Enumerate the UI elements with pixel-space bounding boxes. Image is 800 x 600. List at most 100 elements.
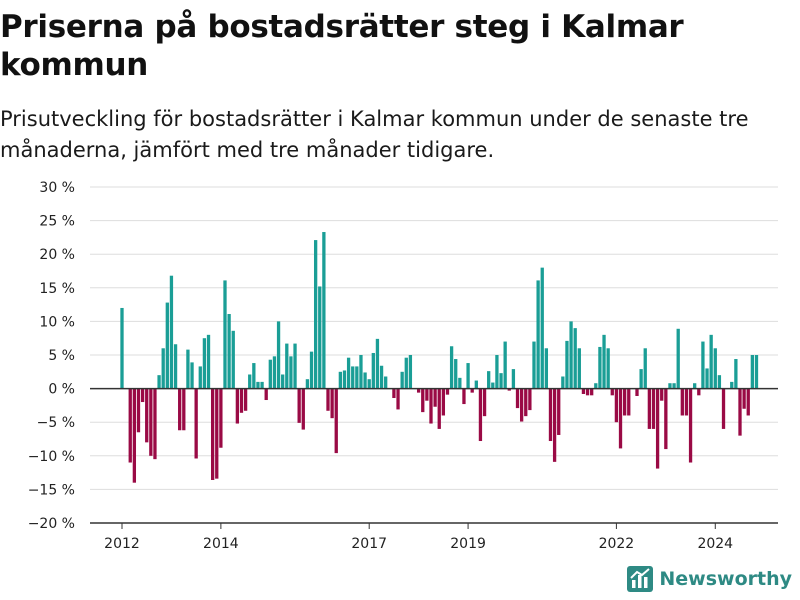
- bar: [750, 355, 755, 389]
- bar: [680, 388, 684, 416]
- bar: [590, 388, 594, 396]
- y-tick-label: −20 %: [28, 516, 75, 532]
- bar: [169, 275, 174, 389]
- bar: [363, 372, 367, 389]
- bar: [705, 368, 709, 389]
- bar-chart-logo-icon: [627, 566, 654, 592]
- bar: [688, 388, 693, 463]
- bar: [540, 267, 544, 389]
- bar: [326, 388, 330, 411]
- bar: [190, 362, 194, 389]
- bar: [684, 388, 689, 416]
- x-tick-label: 2024: [697, 536, 733, 552]
- bar: [742, 388, 746, 409]
- bar: [647, 388, 652, 429]
- y-tick-label: 25 %: [39, 214, 75, 230]
- bar: [289, 356, 293, 389]
- y-tick-label: 20 %: [39, 247, 75, 263]
- bar: [120, 307, 124, 389]
- bar: [503, 341, 507, 389]
- bar: [713, 348, 717, 389]
- bar: [458, 377, 462, 389]
- bar: [231, 330, 235, 389]
- bar: [396, 388, 400, 410]
- latest-value-annotation: 5 %: [750, 170, 780, 174]
- bar: [128, 388, 132, 463]
- bar: [491, 382, 495, 389]
- bar: [627, 388, 631, 416]
- bar: [515, 388, 520, 409]
- bar: [235, 388, 240, 424]
- bar: [639, 369, 643, 389]
- bar: [178, 388, 182, 431]
- bar: [322, 232, 326, 389]
- bar: [585, 388, 590, 396]
- bar: [359, 355, 363, 389]
- bar: [404, 357, 408, 389]
- bar: [351, 366, 355, 389]
- bar: [256, 381, 260, 389]
- x-axis-ticks: 2012 2014 2017 2019 2022 2024: [104, 523, 733, 552]
- newsworthy-logo: Newsworthy: [627, 566, 792, 592]
- y-grid: [90, 186, 778, 524]
- bar: [145, 388, 149, 443]
- bar: [721, 388, 726, 429]
- y-tick-label: 10 %: [39, 314, 75, 330]
- bar: [153, 388, 157, 460]
- brand-name: Newsworthy: [659, 568, 792, 590]
- bar: [379, 365, 384, 389]
- y-tick-label: −15 %: [28, 482, 75, 498]
- bar: [342, 370, 347, 389]
- bar: [330, 388, 334, 419]
- bar: [272, 356, 277, 389]
- bar: [425, 388, 429, 401]
- bar: [437, 388, 441, 429]
- bar: [594, 383, 598, 389]
- bar: [672, 383, 676, 389]
- bar: [400, 371, 404, 389]
- bar: [532, 341, 536, 389]
- bar: [499, 373, 503, 389]
- bar: [260, 381, 264, 389]
- bar: [552, 388, 557, 462]
- bar: [198, 366, 202, 389]
- bar: [466, 363, 470, 389]
- y-tick-label: 5 %: [48, 348, 75, 364]
- bar: [618, 388, 623, 449]
- bar: [264, 388, 268, 401]
- y-tick-label: −10 %: [28, 449, 75, 465]
- bar: [478, 388, 483, 442]
- bar: [165, 302, 169, 389]
- bar: [536, 280, 540, 389]
- bar: [643, 348, 647, 389]
- bar: [746, 388, 750, 416]
- bar: [676, 328, 680, 389]
- price-change-bar-chart: 30 % 25 % 20 % 15 % 10 % 5 % 0 % −5 % −10 % −15 %…: [28, 170, 781, 552]
- bar: [701, 341, 705, 389]
- bar: [482, 388, 487, 417]
- bar: [215, 388, 219, 479]
- bar: [194, 388, 198, 459]
- bar: [548, 388, 553, 442]
- y-axis-labels: 30 % 25 % 20 % 15 % 10 % 5 % 0 % −5 % −10 % −15 %…: [28, 180, 75, 532]
- y-tick-label: 0 %: [48, 382, 75, 398]
- bar: [614, 388, 619, 423]
- x-tick-label: 2017: [351, 536, 387, 552]
- bar: [581, 388, 586, 394]
- bar: [573, 328, 577, 389]
- bar: [660, 388, 664, 401]
- bar: [519, 388, 524, 422]
- bar: [433, 388, 437, 407]
- bar: [738, 388, 742, 436]
- bar-series: [120, 232, 759, 483]
- bar: [173, 344, 178, 389]
- page-subtitle: Prisutveckling för bostadsrätter i Kalma…: [0, 107, 749, 162]
- bar: [293, 343, 297, 389]
- bar: [717, 375, 722, 389]
- bar: [622, 388, 627, 416]
- x-tick-label: 2019: [450, 536, 486, 552]
- bar: [313, 240, 318, 389]
- bar: [462, 388, 466, 405]
- bar: [223, 280, 227, 389]
- bar: [367, 379, 371, 389]
